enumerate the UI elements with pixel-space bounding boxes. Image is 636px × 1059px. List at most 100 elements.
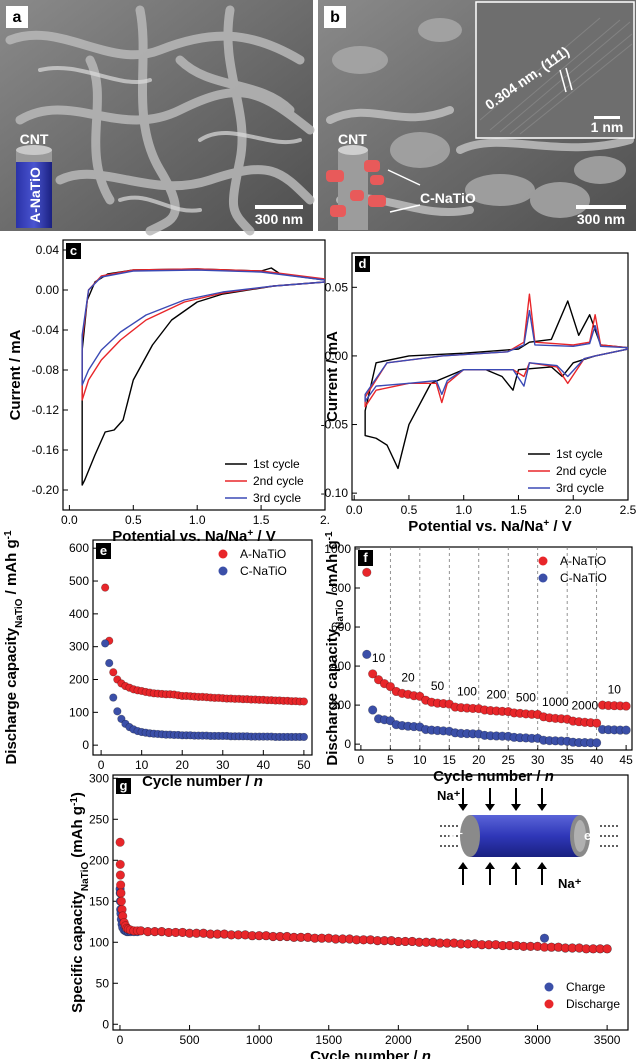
cv-curve	[364, 309, 629, 402]
axis-label-part: Cycle number /	[433, 768, 545, 785]
axis-label-part: n	[254, 773, 263, 790]
x-tick-label: 0	[358, 753, 365, 767]
x-tick-label: 20	[176, 758, 190, 772]
data-point	[539, 933, 550, 943]
x-tick-label: 10	[135, 758, 149, 772]
panel-tag: d	[359, 256, 367, 271]
legend-swatch	[218, 549, 228, 559]
x-tick-label: 0	[98, 758, 105, 772]
data-point	[115, 859, 125, 869]
axis-label-part: / mAh g	[3, 539, 20, 598]
y-tick-label: 250	[89, 812, 109, 826]
x-tick-label: 30	[531, 753, 545, 767]
legend-label: 3rd cycle	[253, 491, 301, 505]
inset-label: Na⁺	[437, 788, 461, 803]
axis-label-part: / V	[549, 518, 572, 535]
data-point	[105, 658, 114, 668]
x-tick-label: 30	[216, 758, 230, 772]
axis-label: Specific capacityNaTiO (mAh g-1)	[69, 792, 91, 1013]
axis-label-part: Discharge capacity	[3, 627, 20, 764]
inset-scale-bar-label: 1 nm	[591, 119, 624, 135]
x-tick-label: 2.0	[565, 503, 582, 517]
cv-curve	[364, 300, 629, 470]
y-tick-label: 400	[331, 659, 351, 673]
y-tick-label: -0.16	[32, 443, 60, 457]
axis-label: Discharge capacityNaTiO / mAh g-1	[324, 531, 346, 766]
data-point	[621, 701, 631, 711]
x-tick-label: 1500	[315, 1033, 342, 1047]
x-tick-label: 2000	[385, 1033, 412, 1047]
y-tick-label: 150	[89, 894, 109, 908]
x-tick-label: 1.5	[253, 513, 270, 527]
x-tick-label: 15	[443, 753, 457, 767]
rate-label: 10	[608, 682, 622, 696]
legend-swatch	[544, 982, 554, 992]
scale-bar-label: 300 nm	[577, 211, 625, 227]
y-tick-label: 200	[331, 698, 351, 712]
y-tick-label: 0	[82, 738, 89, 752]
x-tick-label: 50	[297, 758, 311, 772]
y-tick-label: 100	[89, 935, 109, 949]
image-label: A-NaTiO	[27, 167, 43, 223]
x-tick-label: 3500	[594, 1033, 621, 1047]
sem-image-b: 0.304 nm, (111) 1 nm b CNT C-NaTiO 300 n…	[318, 0, 636, 231]
y-tick-label: -0.10	[321, 486, 349, 500]
legend-label: 1st cycle	[556, 447, 603, 461]
rate-label: 500	[516, 690, 536, 704]
x-tick-label: 40	[590, 753, 604, 767]
scale-bar-label: 300 nm	[255, 211, 303, 227]
x-tick-label: 2500	[455, 1033, 482, 1047]
panel-tag-box	[355, 256, 370, 272]
rate-label: 50	[431, 679, 445, 693]
panel-tag: c	[70, 243, 77, 258]
plot-frame	[351, 252, 629, 501]
axis-label-part: Current / mA	[324, 331, 341, 422]
axis-label: Current / mA	[7, 329, 24, 420]
y-tick-label: 0	[344, 737, 351, 751]
axis-label-part: Specific capacity	[69, 890, 86, 1012]
axis-label: Cycle number / n	[433, 768, 554, 785]
legend-label: Charge	[566, 980, 606, 994]
data-point	[299, 697, 308, 706]
data-point	[368, 705, 378, 715]
x-tick-label: 1.0	[189, 513, 206, 527]
x-tick-label: 1000	[246, 1033, 273, 1047]
y-tick-label: 600	[331, 620, 351, 634]
inset-label: e⁻	[584, 828, 598, 843]
data-point	[116, 880, 126, 890]
legend-label: C-NaTiO	[240, 564, 287, 578]
x-tick-label: 0.5	[401, 503, 418, 517]
y-tick-label: 0.00	[325, 349, 349, 363]
x-tick-label: 3000	[524, 1033, 551, 1047]
rate-label: 200	[486, 688, 506, 702]
x-tick-label: 0.0	[346, 503, 363, 517]
y-tick-label: -0.04	[32, 323, 60, 337]
data-point	[592, 718, 602, 728]
axis-label-part: +	[247, 528, 253, 539]
rate-label: 1000	[542, 695, 569, 709]
y-tick-label: 50	[96, 976, 110, 990]
panel-tag-box	[116, 778, 131, 794]
panel-tag-box	[96, 543, 111, 559]
inset-label: e⁻	[449, 828, 463, 843]
legend-label: Discharge	[566, 997, 620, 1011]
data-point	[362, 567, 372, 577]
y-tick-label: 800	[331, 581, 351, 595]
data-point	[109, 693, 118, 702]
y-tick-label: 300	[89, 771, 109, 785]
y-tick-label: -0.08	[32, 363, 60, 377]
x-tick-label: 2.5	[620, 503, 636, 517]
y-tick-label: 0	[102, 1017, 109, 1031]
x-tick-label: 10	[413, 753, 427, 767]
x-tick-label: 500	[180, 1033, 200, 1047]
y-tick-label: 200	[69, 673, 89, 687]
axis-label-part: n	[545, 768, 554, 785]
data-point	[116, 896, 126, 906]
axis-label-part: Potential vs. Na/Na	[112, 528, 248, 545]
cv-curve	[364, 293, 629, 408]
rate-label: 20	[401, 670, 415, 684]
axis-label-part: Discharge capacity	[324, 628, 341, 765]
legend-swatch	[538, 573, 548, 583]
y-tick-label: 400	[69, 607, 89, 621]
rate-label: 2000	[571, 699, 598, 713]
